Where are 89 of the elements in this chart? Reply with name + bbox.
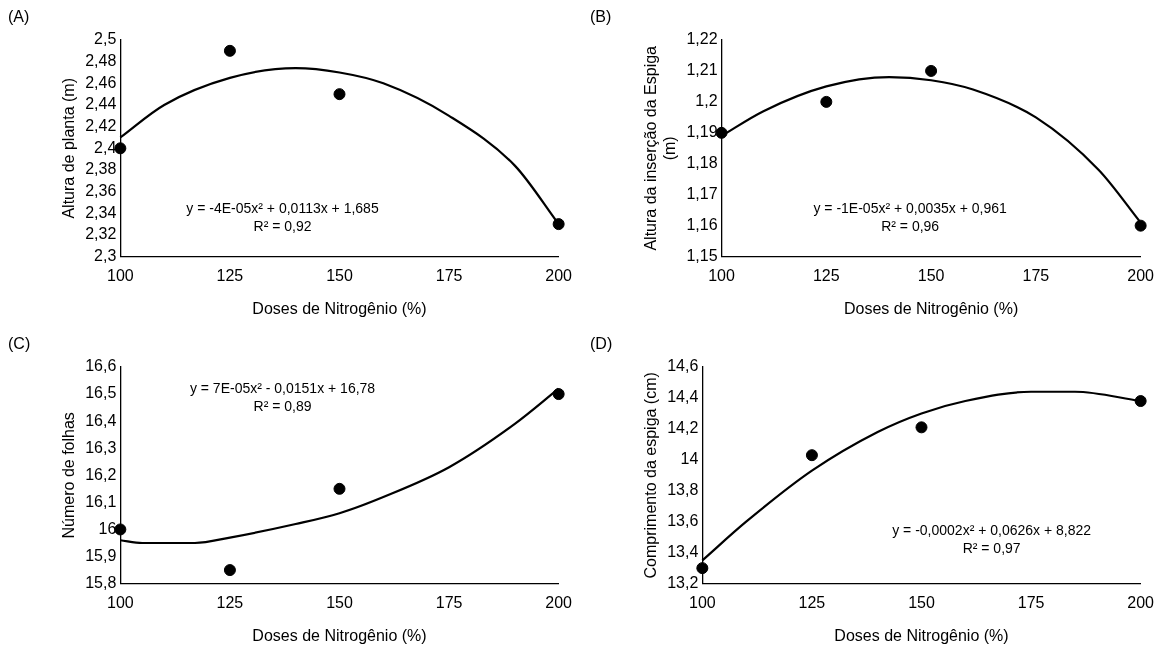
y-axis-title: Altura de planta (m): [60, 78, 78, 219]
chart-title: (A): [8, 8, 30, 26]
y-tick-label: 1,16: [686, 216, 718, 234]
y-tick-label: 14,6: [667, 357, 699, 375]
annotation: R² = 0,96: [881, 217, 940, 234]
point: [223, 44, 236, 57]
x-tick-label: 150: [326, 593, 353, 611]
y-tick-label: 16,3: [85, 438, 117, 456]
y-tick-label: 16,1: [85, 492, 117, 510]
annotation: y = 7E-05x² - 0,0151x + 16,78: [189, 379, 376, 396]
y-tick-label: 16: [98, 519, 117, 537]
y-tick-label: 2,36: [85, 182, 117, 200]
point: [925, 64, 938, 77]
x-tick-label: 100: [688, 593, 716, 611]
point: [1134, 395, 1147, 408]
y-tick-label: 16,6: [85, 357, 117, 375]
y-axis-title: Comprimento da espiga (cm): [642, 372, 660, 579]
y-axis-title: Número de folhas: [60, 412, 78, 539]
point: [223, 564, 236, 577]
x-tick-label: 125: [216, 593, 244, 611]
x-tick-label: 125: [798, 593, 826, 611]
y-tick-label: 16,5: [85, 384, 117, 402]
x-axis-title: Doses de Nitrogênio (%): [834, 626, 1009, 644]
y-tick-label: 13,6: [667, 512, 699, 530]
x-axis-title: Doses de Nitrogênio (%): [843, 299, 1019, 317]
chart-title: (B): [590, 8, 612, 26]
chart-title: (D): [590, 335, 613, 353]
y-tick-label: 2,5: [94, 30, 117, 48]
x-tick-label: 175: [1022, 266, 1050, 284]
point: [552, 218, 565, 231]
y-tick-label: 2,38: [85, 160, 117, 178]
x-tick-label: 200: [1127, 266, 1155, 284]
chart-title: (C): [8, 335, 31, 353]
y-tick-label: 13,2: [667, 574, 699, 592]
point: [333, 88, 346, 101]
y-axis-title: Altura da inserção da Espiga (m): [642, 45, 679, 251]
x-axis-title: Doses de Nitrogênio (%): [252, 626, 427, 644]
y-tick-label: 2,46: [85, 73, 117, 91]
y-tick-label: 2,44: [85, 95, 117, 113]
y-tick-label: 15,8: [85, 574, 117, 592]
y-tick-label: 1,19: [686, 123, 718, 141]
x-tick-label: 150: [326, 266, 353, 284]
y-tick-label: 1,17: [686, 185, 718, 203]
annotation: R² = 0,92: [253, 217, 312, 234]
y-tick-label: 14: [680, 450, 699, 468]
x-tick-label: 200: [545, 593, 573, 611]
y-tick-label: 15,9: [85, 546, 117, 564]
annotation: R² = 0,89: [253, 397, 312, 414]
x-tick-label: 100: [106, 266, 134, 284]
y-tick-label: 2,4: [94, 138, 117, 156]
annotation: y = -1E-05x² + 0,0035x + 0,961: [813, 199, 1008, 216]
point: [696, 562, 709, 575]
y-tick-label: 2,48: [85, 52, 117, 70]
y-tick-label: 13,4: [667, 543, 699, 561]
x-tick-label: 200: [545, 266, 573, 284]
x-tick-label: 175: [435, 593, 463, 611]
y-tick-label: 2,3: [94, 247, 117, 265]
x-tick-label: 125: [812, 266, 840, 284]
point: [805, 449, 818, 462]
point: [915, 421, 928, 434]
y-tick-label: 16,2: [85, 465, 117, 483]
y-tick-label: 16,4: [85, 411, 117, 429]
annotation: y = -0,0002x² + 0,0626x + 8,822: [892, 522, 1092, 539]
x-tick-label: 175: [1017, 593, 1045, 611]
y-tick-label: 2,34: [85, 203, 117, 221]
x-tick-label: 200: [1127, 593, 1155, 611]
x-tick-label: 100: [708, 266, 735, 284]
point: [552, 388, 565, 401]
annotation: R² = 0,97: [962, 540, 1021, 557]
y-tick-label: 1,22: [686, 30, 718, 48]
y-tick-label: 1,2: [695, 92, 718, 110]
y-tick-label: 13,8: [667, 481, 699, 499]
x-tick-label: 175: [435, 266, 463, 284]
x-tick-label: 150: [908, 593, 935, 611]
y-tick-label: 2,42: [85, 117, 117, 135]
y-tick-label: 2,32: [85, 225, 117, 243]
x-tick-label: 125: [216, 266, 244, 284]
x-tick-label: 150: [917, 266, 945, 284]
annotation: y = -4E-05x² + 0,0113x + 1,685: [186, 199, 379, 216]
x-axis-title: Doses de Nitrogênio (%): [252, 299, 427, 317]
y-tick-label: 1,21: [686, 61, 718, 79]
y-tick-label: 14,4: [667, 388, 699, 406]
y-tick-label: 1,18: [686, 154, 718, 172]
y-tick-label: 14,2: [667, 419, 699, 437]
point: [333, 482, 346, 495]
x-tick-label: 100: [106, 593, 134, 611]
point: [1134, 219, 1147, 232]
point: [820, 95, 833, 108]
y-tick-label: 1,15: [686, 247, 718, 265]
